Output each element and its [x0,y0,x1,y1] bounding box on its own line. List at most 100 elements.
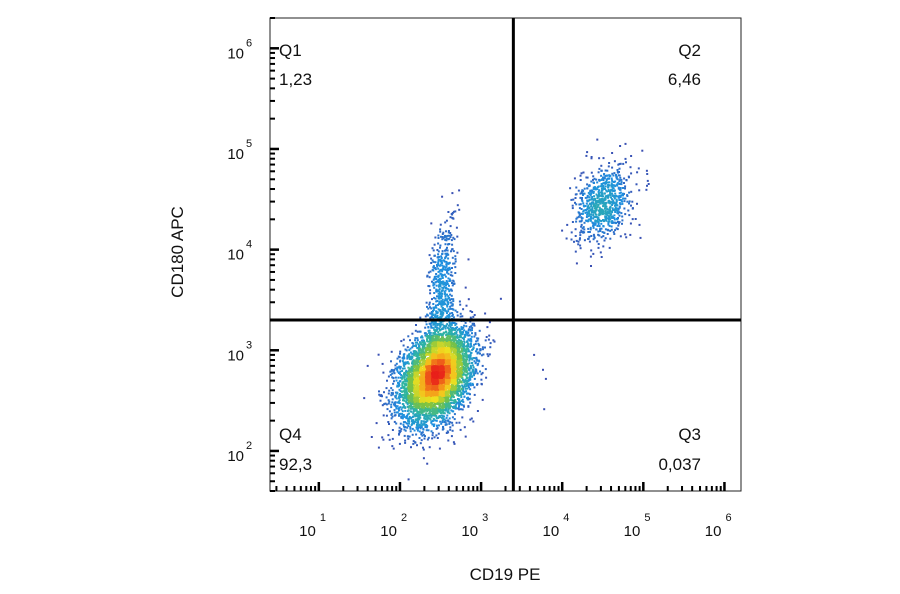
event-dot [394,391,397,394]
event-dot [406,403,409,406]
event-dot [457,343,460,346]
event-dot [476,410,479,412]
event-dot [370,436,373,438]
event-dot [620,178,623,181]
event-dot [420,336,422,339]
event-dot [416,395,419,398]
event-dot [442,268,445,271]
event-dot [612,208,615,211]
event-dot [431,437,434,440]
event-dot [410,385,413,388]
event-dot [583,187,586,190]
event-dot [400,374,403,376]
event-dot [415,358,418,360]
event-dot [447,297,450,300]
event-dot [469,384,472,387]
event-dot [422,409,425,412]
event-dot [453,363,456,366]
event-dot [588,240,591,243]
event-dot [417,410,420,413]
event-dot [395,379,398,382]
event-dot [646,184,648,187]
event-dot [390,368,393,371]
event-dot [381,436,384,439]
event-dot [587,199,590,202]
event-dot [406,362,409,365]
event-dot [460,375,463,378]
event-dot [423,351,426,354]
event-dot [610,221,613,224]
event-dot [628,214,631,217]
event-dot [617,174,620,177]
event-dot [470,325,473,328]
event-dot [593,187,595,190]
event-dot [575,239,578,242]
event-dot [405,349,408,352]
event-dot [451,383,454,386]
event-dot [403,405,405,407]
event-dot [434,322,437,325]
event-dot [602,186,605,189]
event-dot [413,381,416,384]
event-dot [433,296,436,299]
event-dot [432,396,435,399]
event-dot [464,345,467,348]
event-dot [414,339,417,342]
event-dot [405,369,408,372]
event-dot [441,328,444,330]
event-dot [611,204,614,206]
event-dot [440,338,443,341]
event-dot [445,416,448,419]
event-dot [412,440,415,443]
event-dot [406,399,409,401]
event-dot [586,212,589,215]
event-dot [407,384,410,386]
event-dot [403,425,405,428]
event-dot [414,441,417,444]
event-dot [590,197,593,200]
event-dot [451,192,454,195]
event-dot [425,357,428,360]
event-dot [458,189,461,192]
event-dot [457,388,460,391]
event-dot [403,387,406,390]
event-dot [604,169,607,172]
event-dot [428,303,431,306]
event-dot [450,332,453,335]
event-dot [443,331,445,334]
event-dot [482,353,485,356]
event-dot [404,406,407,409]
event-dot [402,363,405,366]
event-dot [419,413,421,416]
event-dot [437,274,440,277]
event-dot [418,345,421,348]
event-dot [422,363,425,366]
event-dot [438,302,441,305]
event-dot [469,418,472,421]
event-dot [436,315,439,317]
event-dot [378,393,381,396]
event-dot [614,192,617,195]
event-dot [416,429,419,432]
event-dot [436,397,439,400]
event-dot [428,446,431,449]
event-dot [459,334,462,337]
event-dot [597,246,600,249]
event-dot [443,308,446,311]
event-dot [466,373,469,376]
event-dot [404,429,407,432]
event-dot [479,349,482,352]
event-dot [463,373,466,376]
event-dot [598,201,601,204]
event-dot [438,415,441,417]
event-dot [429,349,432,352]
event-dot [414,362,417,364]
event-dot [459,403,462,406]
event-dot [458,208,461,211]
event-dot [429,331,432,334]
event-dot [428,254,431,257]
event-dot [617,163,620,166]
event-dot [598,200,601,202]
event-dot [404,372,407,375]
event-dot [472,383,474,386]
